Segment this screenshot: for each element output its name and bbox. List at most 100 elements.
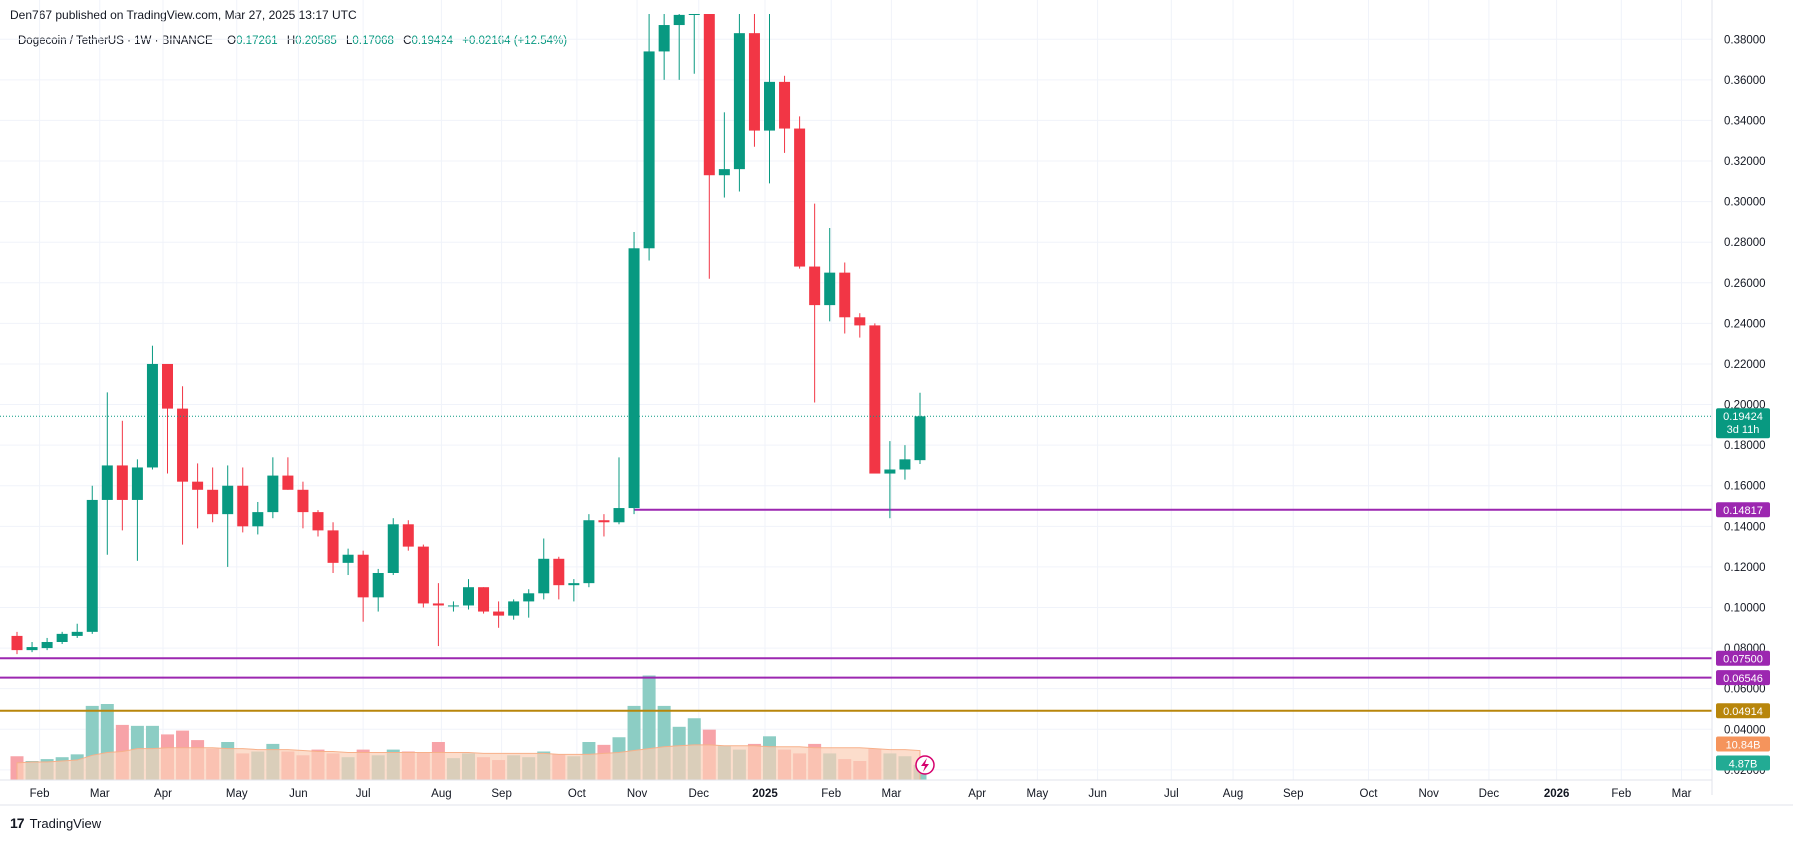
time-tick-label: Aug bbox=[431, 788, 451, 800]
volume-badge-bg bbox=[1716, 755, 1770, 771]
high-label: H bbox=[286, 35, 296, 47]
time-tick-label: Apr bbox=[968, 788, 986, 800]
open-label: O bbox=[227, 35, 237, 47]
time-tick-label: Apr bbox=[154, 788, 172, 800]
price-tick-label: 0.12000 bbox=[1724, 562, 1766, 574]
level-badge-bg bbox=[1716, 650, 1770, 666]
candle-body bbox=[568, 583, 580, 586]
time-tick-label: Mar bbox=[90, 788, 110, 800]
candle-body bbox=[56, 633, 68, 642]
high-value: 0.20585 bbox=[295, 35, 337, 47]
close-value: 0.19424 bbox=[411, 35, 454, 47]
time-tick-label: Sep bbox=[1283, 788, 1303, 800]
candle-body bbox=[71, 631, 83, 636]
candle-body bbox=[357, 554, 369, 598]
time-tick-label: Mar bbox=[881, 788, 901, 800]
candle-body bbox=[688, 14, 700, 15]
chart-grid bbox=[0, 0, 1712, 780]
time-tick-label: 2025 bbox=[752, 788, 778, 800]
lightning-icon[interactable] bbox=[915, 755, 935, 775]
price-tick-label: 0.28000 bbox=[1724, 237, 1766, 249]
price-tick-label: 0.26000 bbox=[1724, 278, 1766, 290]
candle-body bbox=[884, 469, 896, 474]
candle-body bbox=[553, 558, 565, 586]
candle-body bbox=[372, 572, 384, 598]
level-badge-bg bbox=[1716, 703, 1770, 719]
price-tick-label: 0.24000 bbox=[1724, 318, 1766, 330]
price-tick-label: 0.06000 bbox=[1724, 684, 1766, 696]
time-tick-label: Feb bbox=[821, 788, 841, 800]
symbol-legend: Dogecoin / TetherUS · 1W · BINANCE O0.17… bbox=[18, 35, 573, 47]
candle-body bbox=[146, 363, 158, 468]
candle-body bbox=[463, 587, 474, 606]
candle-body bbox=[869, 325, 881, 474]
level-badge-text: 0.14817 bbox=[1723, 505, 1763, 517]
candle-body bbox=[628, 248, 640, 509]
tradingview-logo-icon[interactable]: 17 bbox=[10, 815, 25, 831]
brand-name[interactable]: TradingView bbox=[29, 815, 102, 831]
candlesticks bbox=[11, 14, 926, 655]
time-tick-label: Oct bbox=[1360, 788, 1379, 800]
time-tick-label: Feb bbox=[1611, 788, 1631, 800]
level-badge-text: 0.06546 bbox=[1723, 673, 1763, 685]
time-tick-label: Aug bbox=[1223, 788, 1243, 800]
price-tick-label: 0.16000 bbox=[1724, 481, 1766, 493]
candle-body bbox=[342, 554, 354, 563]
candle-body bbox=[237, 485, 249, 527]
candle-body bbox=[508, 601, 520, 616]
volume-ma-badge-bg bbox=[1716, 736, 1770, 752]
time-tick-label: Nov bbox=[1418, 788, 1439, 800]
candle-body bbox=[598, 520, 610, 523]
price-tick-label: 0.30000 bbox=[1724, 197, 1766, 209]
candle-body bbox=[523, 593, 535, 602]
level-badge-text: 0.04914 bbox=[1723, 706, 1763, 718]
time-axis: Feb Mar Apr May Jun Jul Aug Sep Oct Nov Dec 2025 Feb… bbox=[30, 788, 1692, 800]
time-tick-label: Dec bbox=[689, 788, 710, 800]
candle-body bbox=[613, 508, 625, 523]
candle-body bbox=[538, 558, 550, 594]
price-tick-label: 0.36000 bbox=[1724, 75, 1766, 87]
candle-body bbox=[116, 465, 128, 500]
candle-body bbox=[854, 317, 866, 326]
candle-body bbox=[914, 416, 926, 461]
price-tick-label: 0.22000 bbox=[1724, 359, 1766, 371]
last-price-badge-text: 0.19424 bbox=[1723, 411, 1763, 423]
price-axis: 0.38000 0.36000 0.34000 0.32000 0.30000 0.280… bbox=[1724, 34, 1766, 777]
time-tick-label: Jun bbox=[1088, 788, 1107, 800]
candle-body bbox=[131, 467, 143, 500]
level-badge-text: 0.07500 bbox=[1723, 654, 1763, 666]
price-tick-label: 0.10000 bbox=[1724, 602, 1766, 614]
time-tick-label: Sep bbox=[491, 788, 511, 800]
candle-body bbox=[402, 524, 414, 547]
horizontal-levels bbox=[0, 508, 1712, 712]
price-tick-label: 0.04000 bbox=[1724, 724, 1766, 736]
candle-body bbox=[493, 611, 505, 616]
time-tick-label: 2026 bbox=[1544, 788, 1570, 800]
candle-body bbox=[252, 512, 264, 527]
candle-body bbox=[899, 459, 911, 470]
time-tick-label: May bbox=[226, 788, 248, 800]
price-tick-label: 0.38000 bbox=[1724, 34, 1766, 46]
candle-body bbox=[162, 363, 173, 409]
candle-body bbox=[11, 635, 23, 651]
candle-body bbox=[673, 14, 685, 26]
last-price-badge-text: 3d 11h bbox=[1727, 424, 1760, 436]
candle-body bbox=[703, 14, 715, 176]
candle-body bbox=[718, 169, 730, 176]
open-value: 0.17261 bbox=[236, 35, 278, 47]
last-price-badge-bg bbox=[1716, 408, 1770, 439]
candle-body bbox=[282, 475, 294, 490]
price-tick-label: 0.14000 bbox=[1724, 521, 1766, 533]
price-tick-label: 0.18000 bbox=[1724, 440, 1766, 452]
candle-body bbox=[447, 605, 459, 607]
candle-body bbox=[41, 641, 53, 649]
symbol-title[interactable]: Dogecoin / TetherUS · 1W · BINANCE bbox=[18, 35, 213, 47]
candle-body bbox=[222, 485, 234, 515]
candle-body bbox=[643, 51, 655, 249]
candle-body bbox=[839, 272, 851, 318]
candle-body bbox=[658, 25, 670, 52]
candle-body bbox=[764, 81, 775, 131]
candle-body bbox=[824, 272, 836, 306]
